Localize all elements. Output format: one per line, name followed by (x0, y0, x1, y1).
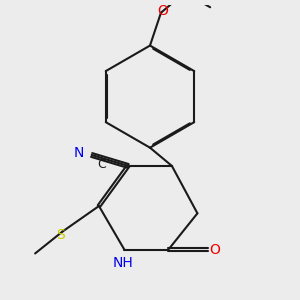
Text: C: C (98, 158, 106, 171)
Text: N: N (74, 146, 84, 160)
Text: NH: NH (112, 256, 133, 270)
Text: O: O (209, 243, 220, 257)
Text: O: O (157, 4, 168, 18)
Text: S: S (56, 228, 65, 242)
